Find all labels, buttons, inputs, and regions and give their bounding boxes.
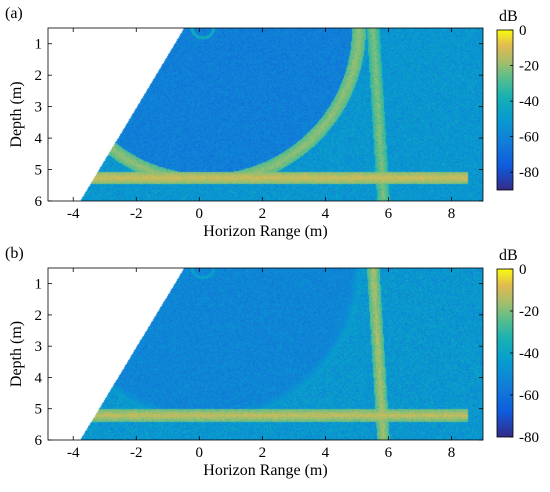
y-tick-label: 3	[35, 100, 43, 116]
x-tick-label: 0	[196, 445, 204, 461]
colorbar-label: dB	[499, 8, 518, 25]
y-tick-label: 6	[35, 433, 43, 449]
heatmap-image	[48, 28, 483, 201]
colorbar-tick-label: -40	[519, 94, 539, 110]
x-tick-label: 4	[322, 206, 330, 222]
y-tick-label: 4	[35, 131, 43, 147]
x-tick-label: 6	[385, 206, 393, 222]
x-tick-label: -4	[67, 206, 80, 222]
panel-label: (b)	[5, 245, 24, 262]
colorbar-tick-label: -80	[519, 165, 539, 181]
axes-frame	[47, 267, 484, 441]
y-tick-label: 2	[35, 68, 43, 84]
x-tick-label: 2	[259, 206, 267, 222]
x-tick-label: -4	[67, 445, 80, 461]
x-axis-label: Horizon Range (m)	[203, 462, 327, 479]
y-tick-label: 5	[35, 402, 43, 418]
x-axis-label: Horizon Range (m)	[203, 223, 327, 240]
x-tick-label: 8	[448, 445, 456, 461]
colorbar-tick-label: -60	[519, 130, 539, 146]
heatmap-image	[48, 268, 483, 440]
colorbar-tick-label: -60	[519, 388, 539, 404]
x-tick-label: 2	[259, 445, 267, 461]
panel-label: (a)	[5, 5, 23, 22]
x-tick-label: -2	[130, 445, 143, 461]
axes-frame	[47, 27, 484, 202]
y-tick-label: 1	[35, 277, 43, 293]
colorbar-label: dB	[499, 247, 518, 264]
y-tick-label: 3	[35, 339, 43, 355]
y-tick-label: 6	[35, 194, 43, 210]
x-tick-label: 6	[385, 445, 393, 461]
colorbar-tick-label: -40	[519, 346, 539, 362]
x-tick-label: 8	[448, 206, 456, 222]
y-axis-label: Depth (m)	[8, 321, 25, 387]
colorbar-tick-label: 0	[519, 23, 527, 39]
colorbar-tick-label: -20	[519, 304, 539, 320]
y-tick-label: 2	[35, 308, 43, 324]
y-axis-label: Depth (m)	[8, 81, 25, 147]
x-tick-label: -2	[130, 206, 143, 222]
colorbar	[496, 29, 514, 191]
x-tick-label: 4	[322, 445, 330, 461]
y-tick-label: 5	[35, 163, 43, 179]
colorbar-tick-label: 0	[519, 262, 527, 278]
y-tick-label: 4	[35, 370, 43, 386]
colorbar-tick-label: -20	[519, 59, 539, 75]
y-tick-label: 1	[35, 37, 43, 53]
colorbar-tick-label: -80	[519, 430, 539, 446]
x-tick-label: 0	[196, 206, 204, 222]
